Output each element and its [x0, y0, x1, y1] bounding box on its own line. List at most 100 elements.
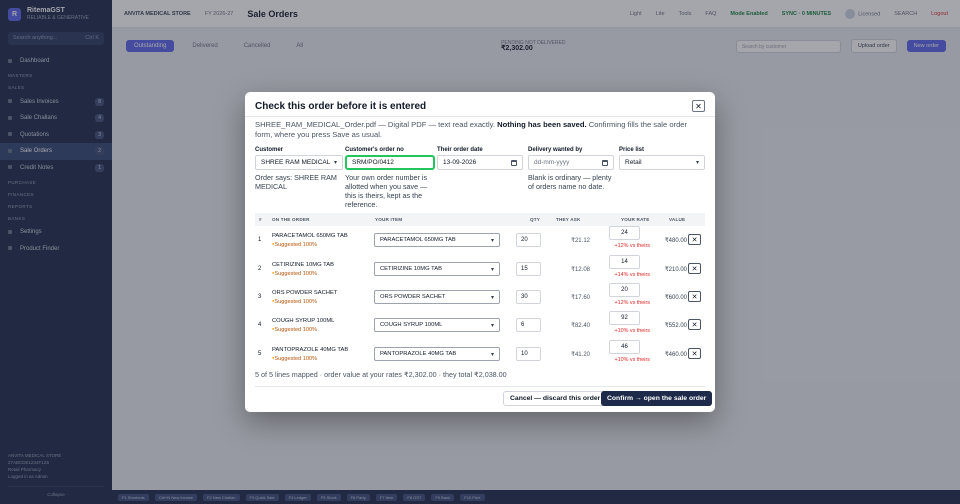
shortcut-chip[interactable]: F7 Item — [375, 493, 398, 501]
tab-delivered[interactable]: Delivered — [192, 43, 218, 49]
topbar: ANVITA MEDICAL STORE FY 2026-27 Sale Ord… — [112, 0, 960, 28]
your-item-select[interactable]: ORS POWDER SACHET ▾ — [374, 290, 500, 304]
upload-order-button[interactable]: Upload order — [850, 39, 897, 53]
sidebar-item-banks[interactable]: BANKS — [0, 212, 112, 224]
topbar-link-3[interactable]: Tools — [678, 10, 692, 17]
order-no-input[interactable]: SRM/PO/0412 — [345, 155, 435, 170]
store-selector[interactable]: ANVITA MEDICAL STORE — [124, 10, 191, 17]
match-suggestion: Suggested 100% — [272, 241, 317, 248]
tab-outstanding[interactable]: Outstanding — [126, 40, 175, 52]
remove-line-icon[interactable]: ✕ — [688, 234, 701, 245]
topbar-search-button[interactable]: SEARCH — [894, 10, 918, 17]
customer-select[interactable]: SHREE RAM MEDICAL ▾ — [255, 155, 343, 170]
shortcut-chip[interactable]: F8 GST — [403, 493, 426, 501]
qty-input[interactable]: 30 — [516, 290, 541, 304]
shortcut-chip[interactable]: F2 New Challan — [203, 493, 240, 501]
shortcut-chip[interactable]: Ctrl+N New Invoice — [154, 493, 198, 501]
your-item-select[interactable]: CETIRIZINE 10MG TAB ▾ — [374, 262, 500, 276]
line-value: ₹552.00 — [664, 323, 687, 329]
line-number: 4 — [258, 322, 262, 328]
sidebar: R RitemaGST RELIABLE & GENERATIVE Search… — [0, 0, 112, 504]
ordered-item-name: ORS POWDER SACHET — [272, 290, 338, 296]
your-rate-input[interactable]: 24 — [609, 226, 640, 240]
delivery-date-input[interactable]: dd-mm-yyyy — [528, 155, 614, 170]
shortcut-chip[interactable]: F1 Shortcuts — [118, 493, 149, 501]
modal-intro: SHREE_RAM_MEDICAL_Order.pdf — Digital PD… — [255, 120, 705, 140]
rate-diff-note: +14% vs theirs — [614, 272, 650, 278]
new-order-button[interactable]: New order — [906, 40, 946, 52]
remove-line-icon[interactable]: ✕ — [688, 348, 701, 359]
they-ask-price: ₹12.08 — [571, 267, 590, 273]
topbar-link-4[interactable]: FAQ — [705, 10, 717, 17]
line-value: ₹600.00 — [664, 295, 687, 301]
cancel-discard-button[interactable]: Cancel — discard this order — [503, 391, 608, 406]
sidebar-item-sale-orders[interactable]: Sale Orders 2 — [0, 143, 112, 160]
order-no-value: SRM/PO/0412 — [352, 159, 394, 166]
your-rate-input[interactable]: 92 — [609, 311, 640, 325]
nav-dot-icon — [8, 229, 12, 234]
tab-cancelled[interactable]: Cancelled — [243, 43, 271, 49]
remove-line-icon[interactable]: ✕ — [688, 319, 701, 330]
shortcut-chip[interactable]: F10 Print — [460, 493, 485, 501]
sidebar-item-sales-invoices[interactable]: Sales Invoices 8 — [0, 94, 112, 111]
your-item-select[interactable]: PANTOPRAZOLE 40MG TAB ▾ — [374, 347, 500, 361]
sidebar-item-masters[interactable]: MASTERS — [0, 70, 112, 82]
sidebar-item-product-finder[interactable]: Product Finder — [0, 241, 112, 258]
your-item-value: PANTOPRAZOLE 40MG TAB — [380, 351, 457, 357]
line-value: ₹480.00 — [664, 238, 687, 244]
chevron-down-icon: ▾ — [490, 322, 494, 329]
calendar-icon[interactable] — [511, 159, 517, 166]
user-menu[interactable]: Licensed — [845, 8, 880, 19]
remove-line-icon[interactable]: ✕ — [688, 263, 701, 274]
sidebar-item-label: REPORTS — [8, 203, 33, 209]
nav-dot-icon — [8, 165, 12, 170]
sidebar-search-input[interactable]: Search anything... Ctrl K — [8, 32, 104, 45]
qty-input[interactable]: 15 — [516, 262, 541, 276]
order-no-note: Your own order number is allotted when y… — [345, 173, 428, 209]
shortcut-chip[interactable]: F5 Stock — [316, 493, 341, 501]
sidebar-item-purchase[interactable]: PURCHASE — [0, 176, 112, 188]
price-list-select[interactable]: Retail ▾ — [619, 155, 705, 170]
sidebar-item-reports[interactable]: REPORTS — [0, 200, 112, 212]
sidebar-item-finances[interactable]: FINANCES — [0, 188, 112, 200]
sidebar-item-credit-notes[interactable]: Credit Notes 1 — [0, 160, 112, 177]
shortcut-chip[interactable]: F6 Party — [346, 493, 370, 501]
sidebar-item-label-wrap: BANKS — [8, 216, 25, 221]
remove-line-icon[interactable]: ✕ — [688, 291, 701, 302]
your-item-select[interactable]: PARACETAMOL 650MG TAB ▾ — [374, 233, 500, 247]
qty-input[interactable]: 20 — [516, 233, 541, 247]
brand-logo-icon: R — [8, 7, 21, 21]
your-rate-input[interactable]: 14 — [609, 255, 640, 269]
collapse-sidebar-button[interactable]: Collapse — [8, 486, 104, 498]
topbar-link-2[interactable]: Lite — [655, 10, 665, 17]
order-date-input[interactable]: 13-09-2026 — [437, 155, 523, 170]
sidebar-item-label-wrap: Sale Challans — [8, 115, 57, 121]
fy-selector[interactable]: FY 2026-27 — [204, 10, 234, 17]
shortcut-chip[interactable]: F3 Quick Sale — [245, 493, 279, 501]
sidebar-item-label-wrap: PURCHASE — [8, 180, 36, 185]
close-icon[interactable]: ✕ — [692, 100, 705, 112]
logout-button[interactable]: Logout — [931, 10, 948, 17]
count-badge: 2 — [95, 147, 104, 156]
shortcut-chip[interactable]: F9 Bank — [431, 493, 455, 501]
orders-search-input[interactable]: Search by customer — [735, 39, 841, 53]
sidebar-item-sale-challans[interactable]: Sale Challans 4 — [0, 110, 112, 127]
qty-input[interactable]: 6 — [516, 318, 541, 332]
tab-all[interactable]: All — [296, 43, 304, 49]
sidebar-item-quotations[interactable]: Quotations 3 — [0, 127, 112, 144]
sidebar-item-sales[interactable]: SALES — [0, 82, 112, 94]
sidebar-item-dashboard[interactable]: Dashboard — [0, 53, 112, 70]
topbar-link-1[interactable]: Light — [629, 10, 642, 17]
shortcut-chip[interactable]: F4 Ledger — [284, 493, 311, 501]
your-item-select[interactable]: COUGH SYRUP 100ML ▾ — [374, 318, 500, 332]
qty-input[interactable]: 10 — [516, 347, 541, 361]
customer-label: Customer — [255, 147, 284, 153]
confirm-open-order-button[interactable]: Confirm → open the sale order — [601, 391, 713, 406]
calendar-icon[interactable] — [602, 159, 608, 166]
sidebar-item-label-wrap: FINANCES — [8, 192, 34, 197]
your-rate-input[interactable]: 20 — [609, 283, 640, 297]
pending-summary: PENDING NOT DELIVERED ₹2,302.00 — [501, 40, 565, 52]
your-rate-input[interactable]: 46 — [609, 340, 640, 354]
sidebar-item-settings[interactable]: Settings — [0, 224, 112, 241]
ordered-item-name: PARACETAMOL 650MG TAB — [272, 233, 348, 239]
